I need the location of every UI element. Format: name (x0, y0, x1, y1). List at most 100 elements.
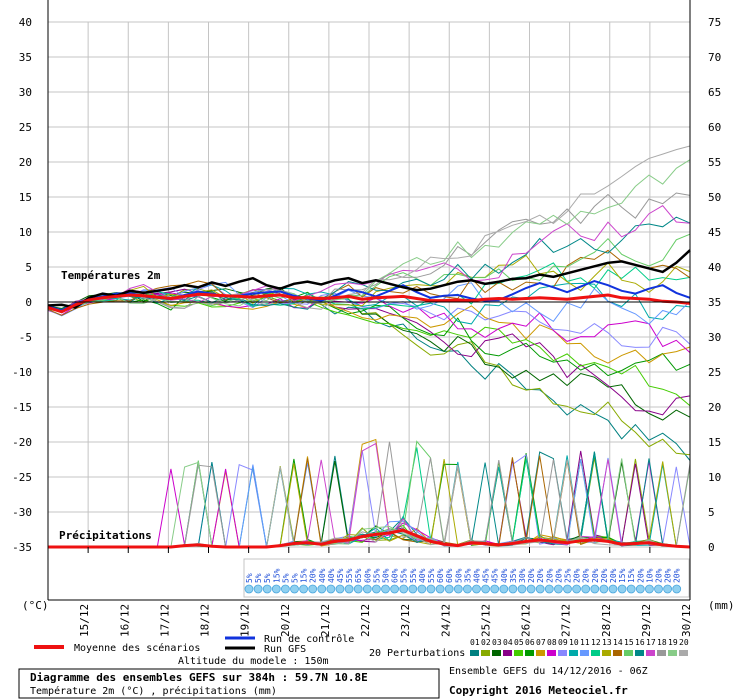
probability-label: 15% (300, 568, 309, 583)
perturbation-temp-line (47, 159, 691, 312)
right-axis-unit: (mm) (708, 599, 735, 612)
y-tick-left: 10 (19, 226, 32, 239)
y-tick-left: 25 (19, 121, 32, 134)
perturbation-swatch (547, 650, 556, 656)
probability-dot (626, 584, 636, 594)
probability-label: 55% (400, 568, 409, 583)
perturbation-id: 13 (602, 638, 612, 647)
y-tick-left: -5 (19, 331, 32, 344)
y-tick-right: 5 (708, 506, 715, 519)
x-tick-label: 16/12 (118, 604, 131, 637)
probability-label: 25% (564, 568, 573, 583)
probability-dot (444, 584, 454, 594)
legend-control-label: Run de contrôle (264, 633, 354, 645)
x-tick-label: 29/12 (640, 604, 653, 637)
y-tick-left: -30 (12, 506, 32, 519)
y-tick-right: 0 (708, 541, 715, 554)
probability-label: 20% (554, 568, 563, 583)
perturbation-swatch (525, 650, 534, 656)
probability-label: 35% (463, 568, 472, 583)
perturbation-id: 17 (646, 638, 656, 647)
perturbation-id: 10 (569, 638, 579, 647)
perturbation-swatch (569, 650, 578, 656)
probability-dot (280, 584, 290, 594)
x-tick-label: 26/12 (520, 604, 533, 637)
perturbation-id: 18 (657, 638, 667, 647)
probability-label: 40% (418, 568, 427, 583)
y-tick-left: -15 (12, 401, 32, 414)
probability-label: 35% (509, 568, 518, 583)
probability-dot (654, 584, 663, 594)
probability-label: 20% (636, 568, 645, 583)
probability-label: 20% (609, 568, 618, 583)
legend-perturbations-label: 20 Perturbations (369, 648, 465, 659)
mean-temperature-line (47, 292, 691, 314)
probability-label: 5% (291, 573, 300, 583)
probability-dot (572, 584, 581, 594)
probability-label: 45% (491, 568, 500, 583)
temperature-section-label: Températures 2m (61, 269, 161, 282)
perturbation-id: 02 (481, 638, 491, 647)
probability-dot (517, 584, 527, 594)
legend-gfs-label: Run GFS (264, 644, 306, 655)
y-tick-left: -35 (12, 541, 32, 554)
probability-label: 40% (327, 568, 336, 583)
precip-probability-strip: 5% 5% 5% 15% 5% 5% 15% 20% 40% 40% 45% 55% 65% 60% 55%… (243, 558, 690, 598)
probability-dot (290, 584, 299, 594)
perturbation-swatch (668, 650, 677, 656)
probability-dot (508, 584, 518, 594)
probability-dot (362, 584, 372, 594)
perturbation-swatch (514, 650, 523, 656)
probability-dot (490, 584, 500, 594)
probability-label: 55% (427, 568, 436, 583)
perturbation-swatch (591, 650, 600, 656)
y-tick-right: 20 (708, 401, 721, 414)
probability-label: 20% (600, 568, 609, 583)
perturbation-id: 19 (668, 638, 678, 647)
probability-dot (390, 584, 400, 594)
x-tick-label: 24/12 (439, 604, 452, 637)
probability-label: 55% (409, 568, 418, 583)
y-tick-left: -25 (12, 471, 32, 484)
x-tick-label: 21/12 (319, 604, 332, 637)
probability-label: 5% (245, 573, 254, 583)
precipitation-section-label: Précipitations (59, 529, 152, 542)
probability-label: 40% (473, 568, 482, 583)
probability-dot (472, 584, 481, 594)
y-tick-right: 60 (708, 121, 721, 134)
probability-dot (481, 584, 491, 594)
perturbation-swatch (503, 650, 512, 656)
probability-dot (344, 584, 354, 594)
perturbation-id: 03 (492, 638, 502, 647)
probability-label: 20% (673, 568, 682, 583)
probability-label: 20% (664, 568, 673, 583)
probability-label: 20% (591, 568, 600, 583)
probability-label: 60% (445, 568, 454, 583)
perturbation-id: 11 (580, 638, 590, 647)
perturbation-swatch (536, 650, 545, 656)
probability-label: 20% (527, 568, 536, 583)
probability-dot (417, 584, 427, 594)
y-tick-right: 75 (708, 16, 721, 29)
y-tick-right: 65 (708, 86, 721, 99)
perturbation-swatch (657, 650, 666, 656)
probability-dot (526, 584, 536, 594)
y-tick-left: 35 (19, 51, 32, 64)
y-tick-left: 15 (19, 191, 32, 204)
probability-dot (499, 584, 509, 594)
y-tick-right: 30 (708, 331, 721, 344)
probability-dot (399, 584, 409, 594)
perturbation-id: 20 (679, 638, 689, 647)
y-tick-right: 25 (708, 366, 721, 379)
perturbation-swatch (624, 650, 633, 656)
probability-label: 15% (618, 568, 627, 583)
probability-dot (544, 584, 554, 594)
perturbation-id: 15 (624, 638, 634, 647)
probability-dot (408, 584, 418, 594)
probability-dot (271, 584, 281, 594)
run-info: Ensemble GEFS du 14/12/2016 - 06Z (449, 666, 648, 677)
perturbation-swatch (558, 650, 567, 656)
probability-label: 5% (281, 573, 290, 583)
title-box (18, 668, 440, 699)
x-tick-label: 15/12 (78, 604, 91, 637)
